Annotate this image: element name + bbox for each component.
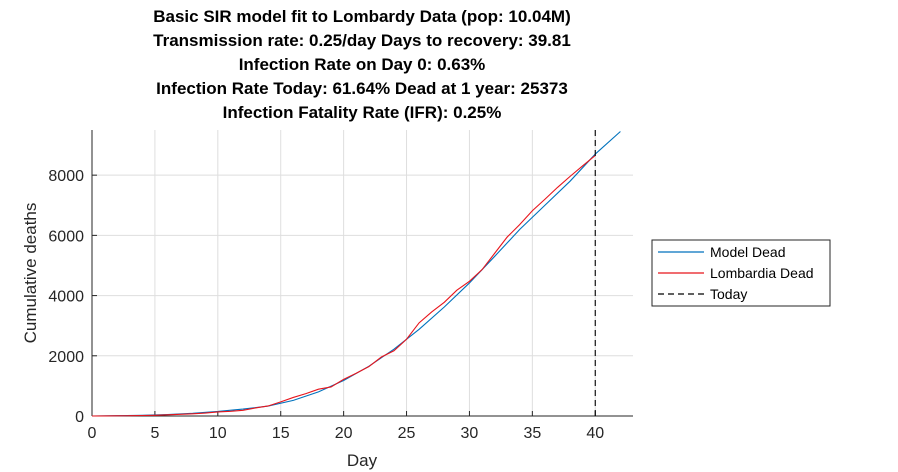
legend: Model Dead Lombardia Dead Today xyxy=(651,239,831,307)
x-tick-label-40: 40 xyxy=(586,425,604,442)
x-tick-label-10: 10 xyxy=(209,425,227,442)
legend-label-lombardia-dead: Lombardia Dead xyxy=(710,265,814,281)
x-tick-label-0: 0 xyxy=(88,425,97,442)
y-tick-labels: 0 2000 4000 6000 8000 xyxy=(48,168,84,426)
chart-title: Basic SIR model fit to Lombardy Data (po… xyxy=(153,7,571,122)
x-tick-label-25: 25 xyxy=(398,425,416,442)
title-line-3: Infection Rate on Day 0: 0.63% xyxy=(239,55,486,74)
x-tick-labels: 0 5 10 15 20 25 30 35 40 xyxy=(88,425,605,442)
x-tick-label-30: 30 xyxy=(461,425,479,442)
legend-label-today: Today xyxy=(710,286,747,302)
series-lines xyxy=(91,130,621,417)
axes xyxy=(91,130,633,417)
grid xyxy=(91,130,633,417)
y-tick-label-8000: 8000 xyxy=(48,168,84,185)
title-line-4: Infection Rate Today: 61.64% Dead at 1 y… xyxy=(156,79,568,98)
y-tick-label-4000: 4000 xyxy=(48,289,84,306)
y-tick-label-0: 0 xyxy=(75,409,84,426)
x-tick-label-5: 5 xyxy=(150,425,159,442)
y-axis-label: Cumulative deaths xyxy=(21,203,40,344)
title-line-5: Infection Fatality Rate (IFR): 0.25% xyxy=(223,103,502,122)
x-tick-label-35: 35 xyxy=(523,425,541,442)
x-tick-label-15: 15 xyxy=(272,425,290,442)
y-tick-label-6000: 6000 xyxy=(48,228,84,245)
series-line-lombardia-dead xyxy=(91,154,596,417)
x-axis-label: Day xyxy=(347,451,378,470)
title-line-1: Basic SIR model fit to Lombardy Data (po… xyxy=(153,7,571,26)
legend-label-model-dead: Model Dead xyxy=(710,244,786,260)
x-tick-label-20: 20 xyxy=(335,425,353,442)
y-tick-label-2000: 2000 xyxy=(48,349,84,366)
title-line-2: Transmission rate: 0.25/day Days to reco… xyxy=(153,31,571,50)
